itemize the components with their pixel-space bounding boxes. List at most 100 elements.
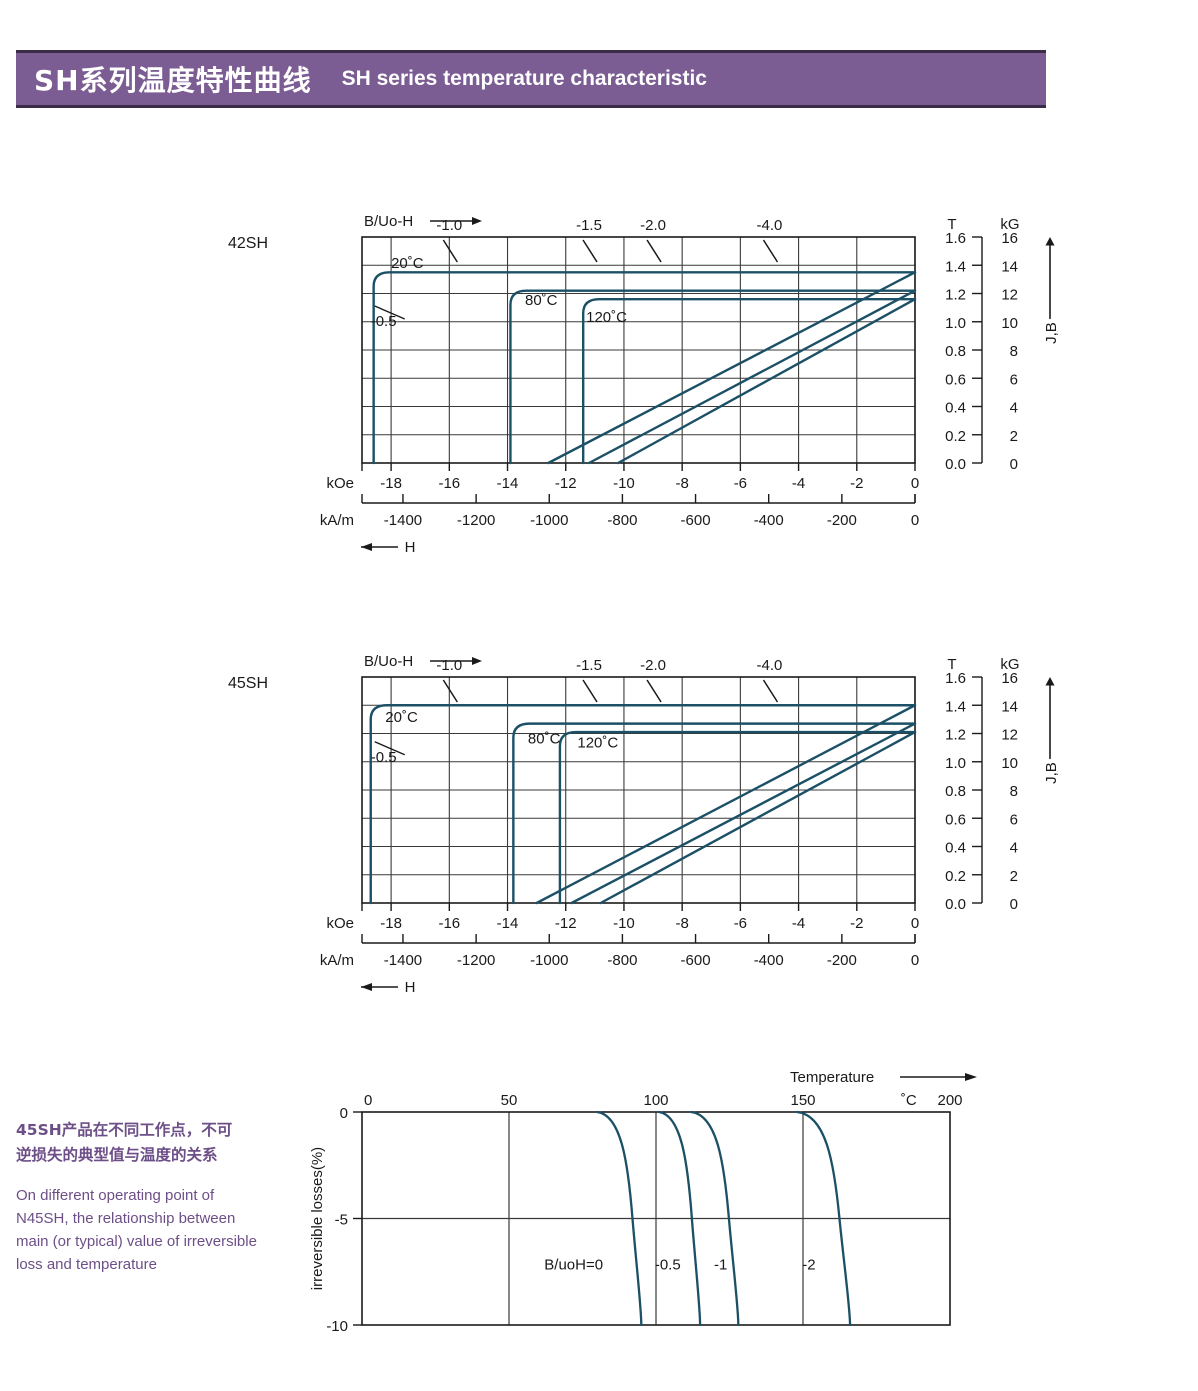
svg-text:-800: -800: [607, 512, 637, 529]
svg-text:-6: -6: [734, 475, 747, 492]
svg-text:-1.0: -1.0: [436, 657, 462, 674]
svg-text:80˚C: 80˚C: [525, 292, 558, 309]
svg-text:4: 4: [1010, 400, 1018, 417]
svg-text:-2.0: -2.0: [640, 657, 666, 674]
svg-text:2: 2: [1010, 428, 1018, 445]
svg-text:-200: -200: [827, 512, 857, 529]
svg-text:2: 2: [1010, 868, 1018, 885]
svg-text:H: H: [405, 539, 416, 556]
svg-text:1.0: 1.0: [945, 315, 966, 332]
svg-text:0.0: 0.0: [945, 896, 966, 913]
svg-text:-1.5: -1.5: [576, 657, 602, 674]
svg-text:-1400: -1400: [384, 512, 422, 529]
svg-text:0.8: 0.8: [945, 343, 966, 360]
svg-text:-10: -10: [613, 475, 635, 492]
svg-text:-4: -4: [792, 915, 805, 932]
svg-text:kG: kG: [1000, 216, 1019, 233]
svg-text:-18: -18: [380, 475, 402, 492]
chart-42sh-title: 42SH: [228, 235, 269, 252]
chart-45sh-block: 45SH B/Uo-H -1.0 -1.5 -2.0 -4.0 -18 -16 -14 -12 -…: [0, 635, 1100, 1005]
svg-text:kA/m: kA/m: [320, 952, 354, 969]
svg-text:-4.0: -4.0: [757, 217, 783, 234]
svg-text:-600: -600: [681, 952, 711, 969]
svg-text:-400: -400: [754, 952, 784, 969]
svg-text:120˚C: 120˚C: [586, 309, 627, 326]
svg-text:Temperature: Temperature: [790, 1069, 874, 1086]
svg-text:1.6: 1.6: [945, 230, 966, 247]
svg-text:4: 4: [1010, 840, 1018, 857]
svg-text:14: 14: [1001, 258, 1018, 275]
svg-text:0: 0: [364, 1092, 372, 1109]
svg-text:-600: -600: [681, 512, 711, 529]
svg-text:1.2: 1.2: [945, 287, 966, 304]
svg-text:T: T: [947, 656, 956, 673]
caption-cn-line1: 45SH产品在不同工作点，不可: [16, 1121, 233, 1139]
svg-text:0.6: 0.6: [945, 371, 966, 388]
svg-text:-16: -16: [438, 475, 460, 492]
svg-text:0.8: 0.8: [945, 783, 966, 800]
caption-english: On different operating point of N45SH, t…: [16, 1184, 281, 1276]
chart-45sh-title: 45SH: [228, 675, 269, 692]
svg-text:6: 6: [1010, 371, 1018, 388]
svg-text:0.2: 0.2: [945, 428, 966, 445]
svg-text:0: 0: [911, 952, 919, 969]
svg-text:-2: -2: [850, 475, 863, 492]
svg-text:1.0: 1.0: [945, 755, 966, 772]
svg-text:0: 0: [911, 512, 919, 529]
svg-text:10: 10: [1001, 315, 1018, 332]
svg-text:-1200: -1200: [457, 512, 495, 529]
svg-text:-1400: -1400: [384, 952, 422, 969]
svg-text:B/uoH=0: B/uoH=0: [544, 1257, 603, 1274]
page-header-banner: SH系列温度特性曲线 SH series temperature charact…: [16, 50, 1046, 108]
chart-irreversible-loss-block: Temperature 0 50 100 150 200 ˚C 0 -5 -10 irreversi…: [0, 1060, 1100, 1360]
svg-text:16: 16: [1001, 230, 1018, 247]
svg-text:-5: -5: [335, 1212, 348, 1229]
svg-text:-14: -14: [497, 475, 519, 492]
svg-text:-16: -16: [438, 915, 460, 932]
svg-text:0: 0: [911, 475, 919, 492]
svg-text:0: 0: [1010, 456, 1018, 473]
svg-text:0: 0: [340, 1105, 348, 1122]
svg-text:1.6: 1.6: [945, 670, 966, 687]
svg-text:16: 16: [1001, 670, 1018, 687]
svg-text:-2.0: -2.0: [640, 217, 666, 234]
caption-en-line3: main (or typical) value of irreversible: [16, 1233, 257, 1250]
svg-text:1.4: 1.4: [945, 258, 966, 275]
svg-text:-6: -6: [734, 915, 747, 932]
svg-text:12: 12: [1001, 727, 1018, 744]
svg-text:kA/m: kA/m: [320, 512, 354, 529]
svg-text:200: 200: [937, 1092, 962, 1109]
caption-chinese: 45SH产品在不同工作点，不可 逆损失的典型值与温度的关系: [16, 1118, 281, 1168]
svg-text:1.4: 1.4: [945, 698, 966, 715]
svg-text:-14: -14: [497, 915, 519, 932]
svg-text:-800: -800: [607, 952, 637, 969]
svg-text:1.2: 1.2: [945, 727, 966, 744]
svg-text:-2: -2: [850, 915, 863, 932]
svg-text:80˚C: 80˚C: [528, 730, 561, 747]
svg-text:0.6: 0.6: [945, 811, 966, 828]
svg-text:-8: -8: [675, 915, 688, 932]
chart-45sh-svg: B/Uo-H -1.0 -1.5 -2.0 -4.0 -18 -16 -14 -12 -10 -8 -…: [320, 653, 1060, 996]
svg-text:0: 0: [911, 915, 919, 932]
svg-text:0.2: 0.2: [945, 868, 966, 885]
svg-text:-12: -12: [555, 475, 577, 492]
svg-text:-12: -12: [555, 915, 577, 932]
svg-text:8: 8: [1010, 343, 1018, 360]
irreversible-loss-caption: 45SH产品在不同工作点，不可 逆损失的典型值与温度的关系 On differe…: [16, 1118, 281, 1276]
svg-text:0.0: 0.0: [945, 456, 966, 473]
svg-text:150: 150: [790, 1092, 815, 1109]
caption-en-line1: On different operating point of: [16, 1187, 215, 1204]
svg-text:0.4: 0.4: [945, 840, 966, 857]
svg-text:˚C: ˚C: [901, 1092, 917, 1109]
svg-text:10: 10: [1001, 755, 1018, 772]
caption-en-line2: N45SH, the relationship between: [16, 1210, 236, 1227]
svg-text:B/Uo-H: B/Uo-H: [364, 213, 413, 230]
svg-text:-18: -18: [380, 915, 402, 932]
chart-42sh-block: 42SH B/Uo-H -1.0 -1.5 -2.0 -4.0 -18 -16 -14 -12 -…: [0, 195, 1100, 565]
svg-text:kOe: kOe: [326, 915, 354, 932]
svg-text:6: 6: [1010, 811, 1018, 828]
svg-text:-4.0: -4.0: [757, 657, 783, 674]
svg-text:irreversible losses(%): irreversible losses(%): [309, 1147, 326, 1290]
svg-text:-2: -2: [802, 1257, 815, 1274]
caption-cn-line2: 逆损失的典型值与温度的关系: [16, 1146, 218, 1164]
